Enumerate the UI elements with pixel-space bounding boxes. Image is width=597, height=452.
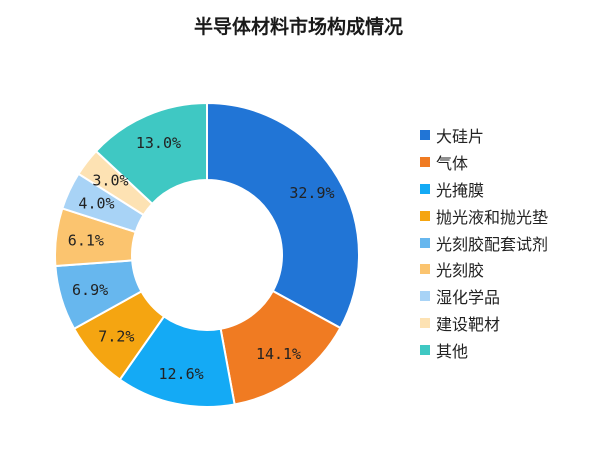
legend-label: 气体 [436,154,469,174]
legend-item-6: 光刻胶 [420,256,548,283]
slice-label-6: 6.1% [68,231,104,249]
slice-label-4: 7.2% [98,328,134,346]
slice-label-8: 3.0% [92,171,128,189]
legend-item-8: 建设靶材 [420,310,548,337]
slice-label-1: 32.9% [289,184,334,202]
legend-label: 光掩膜 [436,180,485,200]
chart-title: 半导体材料市场构成情况 [193,16,403,38]
slice-label-9: 13.0% [136,134,181,152]
legend-item-7: 湿化学品 [420,283,548,310]
legend-item-5: 光刻胶配套试剂 [420,229,548,256]
legend-label: 光刻胶 [436,261,485,281]
slice-1 [206,101,360,330]
legend-label: 光刻胶配套试剂 [436,234,549,254]
slice-label-2: 14.1% [256,345,301,363]
legend-swatch [420,210,430,221]
legend-swatch [420,344,430,355]
legend-swatch [420,157,430,168]
legend-swatch [420,183,430,194]
legend-item-9: 其他 [420,336,548,363]
legend-item-3: 光掩膜 [420,176,548,203]
slice-label-5: 6.9% [72,281,108,299]
legend-swatch [420,291,430,302]
legend-swatch [420,130,430,141]
slice-label-3: 12.6% [159,365,204,383]
legend: 大硅片气体光掩膜抛光液和抛光垫 光刻胶配套试剂 光刻胶湿化学品建设靶材其他 [420,122,548,363]
legend-label: 其他 [436,341,469,361]
legend-swatch [420,317,430,328]
legend-label: 建设靶材 [436,314,501,334]
legend-item-2: 气体 [420,149,548,176]
legend-item-1: 大硅片 [420,122,548,149]
slice-label-7: 4.0% [78,194,114,212]
donut-slices [54,101,360,408]
legend-label: 抛光液和抛光垫 [436,207,549,227]
legend-label: 大硅片 [436,127,485,147]
legend-swatch [420,237,430,248]
legend-swatch [420,264,430,275]
slice-9 [94,101,208,206]
legend-item-4: 抛光液和抛光垫 [420,202,548,229]
slice-labels: 32.9% 14.1% 12.6% 7.2% 6.9% 6.1% 4.0% 3.0% 13.0% [68,134,335,383]
legend-label: 湿化学品 [436,288,501,308]
